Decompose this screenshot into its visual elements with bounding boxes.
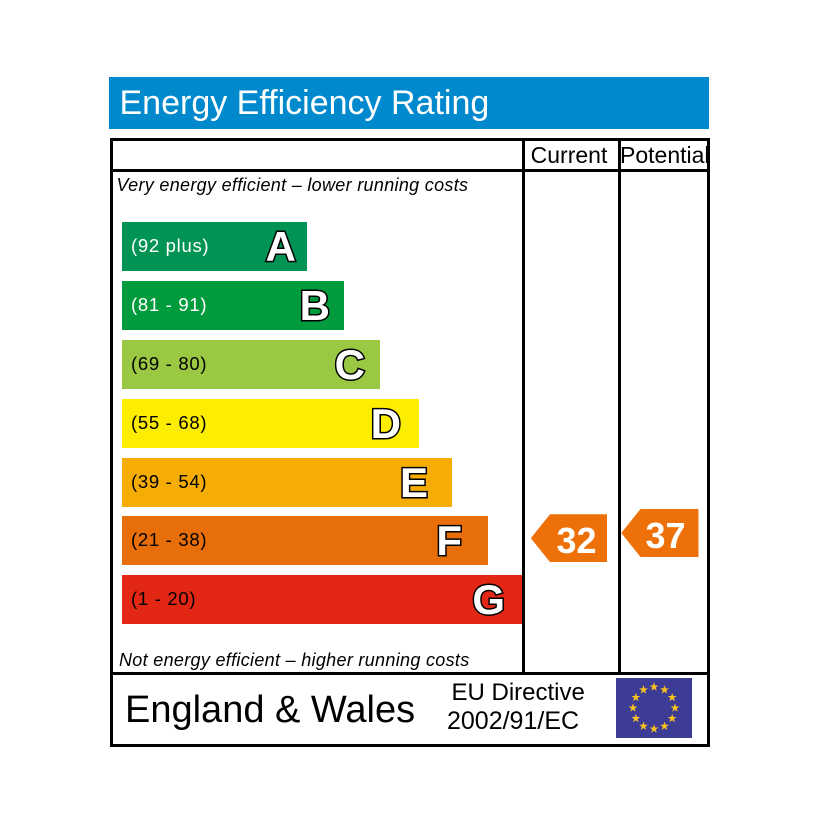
svg-text:37: 37 [645, 515, 685, 556]
svg-text:32: 32 [556, 520, 596, 561]
